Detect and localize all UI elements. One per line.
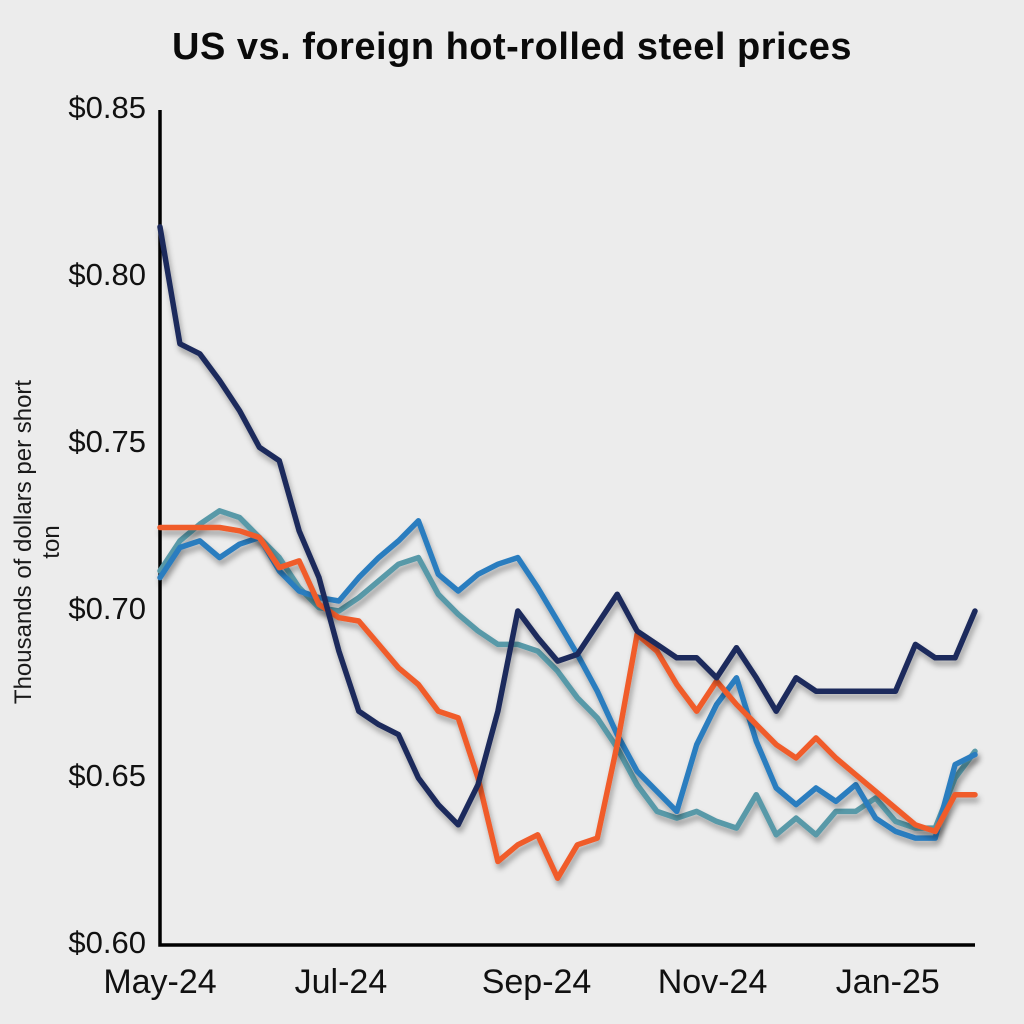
x-tick-label: Nov-24 [658,963,768,1001]
x-tick-label: May-24 [103,963,216,1001]
navy-line [157,224,978,828]
blue-line [157,518,978,841]
orange-line [157,524,978,881]
y-tick-label: $0.70 [68,591,146,626]
x-tick-label: Sep-24 [482,963,592,1001]
chart-title: US vs. foreign hot-rolled steel prices [172,26,852,68]
y-tick-label: $0.80 [68,257,146,292]
y-tick-label: $0.75 [68,424,146,459]
y-tick-label: $0.85 [68,90,146,125]
y-tick-label: $0.60 [68,925,146,960]
teal-line [157,508,978,838]
x-tick-label: Jul-24 [295,963,388,1001]
axis-lines [158,110,975,947]
x-tick-label: Jan-25 [836,963,940,1001]
y-tick-label: $0.65 [68,758,146,793]
